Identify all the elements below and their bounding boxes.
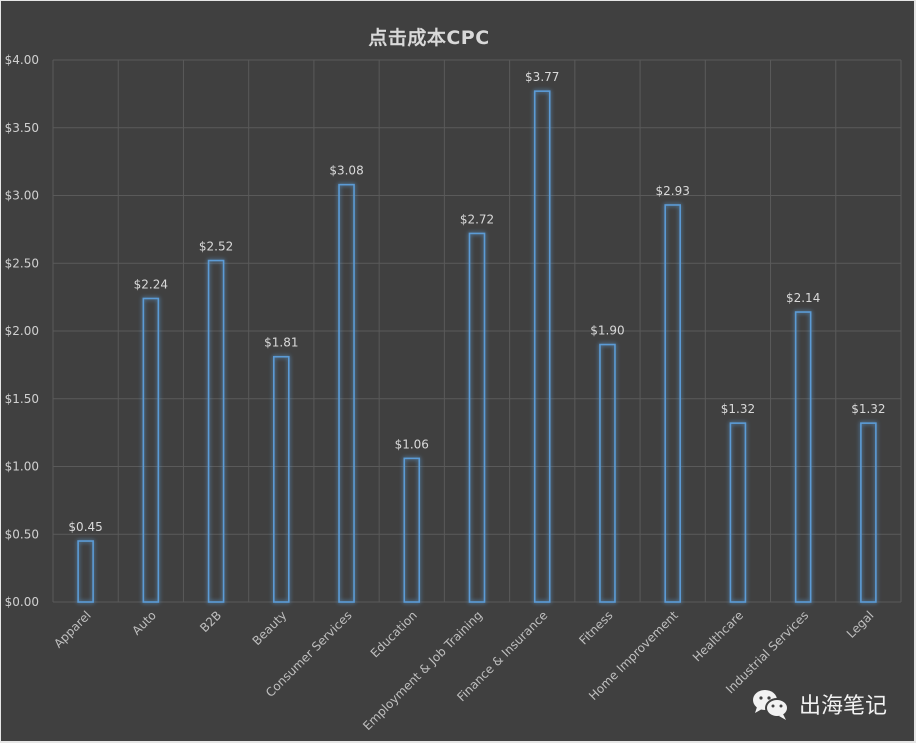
data-label: $1.81 <box>264 336 298 350</box>
x-tick-label: Apparel <box>51 608 94 651</box>
data-label: $1.90 <box>590 324 624 338</box>
data-label: $3.08 <box>329 164 363 178</box>
y-tick-label: $3.50 <box>5 121 39 135</box>
data-label: $2.93 <box>656 184 690 198</box>
data-label: $1.32 <box>851 402 885 416</box>
y-tick-label: $0.00 <box>5 595 39 609</box>
data-label: $2.24 <box>134 277 168 291</box>
bar <box>77 540 94 603</box>
bar <box>599 343 616 603</box>
bar <box>273 355 290 603</box>
bar <box>794 311 812 603</box>
data-label: $1.06 <box>395 437 429 451</box>
x-tick-label: Legal <box>844 608 877 641</box>
bar <box>338 183 355 603</box>
data-label: $0.45 <box>68 520 102 534</box>
x-tick-label: Employment & Job Training <box>360 608 485 733</box>
bar <box>468 232 486 603</box>
y-tick-label: $1.00 <box>5 460 39 474</box>
watermark-text: 出海笔记 <box>799 694 888 719</box>
watermark: 出海笔记 <box>751 687 887 721</box>
chart-title: 点击成本CPC <box>368 27 490 49</box>
data-label: $1.32 <box>721 402 755 416</box>
data-label: $3.77 <box>525 70 559 84</box>
x-tick-label: Beauty <box>250 608 290 648</box>
bar <box>533 90 551 603</box>
y-tick-label: $3.00 <box>5 189 39 203</box>
data-label: $2.72 <box>460 212 494 226</box>
y-tick-label: $4.00 <box>5 53 39 67</box>
x-tick-label: Auto <box>129 608 159 638</box>
bar <box>664 204 681 603</box>
y-tick-label: $2.00 <box>5 324 39 338</box>
data-label: $2.52 <box>199 240 233 254</box>
data-label: $2.14 <box>786 291 820 305</box>
x-tick-label: Education <box>368 608 420 660</box>
x-tick-label: Fitness <box>576 608 615 647</box>
y-tick-label: $0.50 <box>5 527 39 541</box>
bar <box>142 297 160 603</box>
bar <box>729 422 747 603</box>
bar <box>207 259 225 603</box>
y-tick-label: $2.50 <box>5 256 39 270</box>
x-tick-label: Healthcare <box>690 608 746 664</box>
wechat-icon <box>753 690 789 720</box>
y-tick-label: $1.50 <box>5 392 39 406</box>
x-tick-label: B2B <box>197 608 224 635</box>
bar <box>403 457 421 603</box>
bar <box>860 422 877 603</box>
